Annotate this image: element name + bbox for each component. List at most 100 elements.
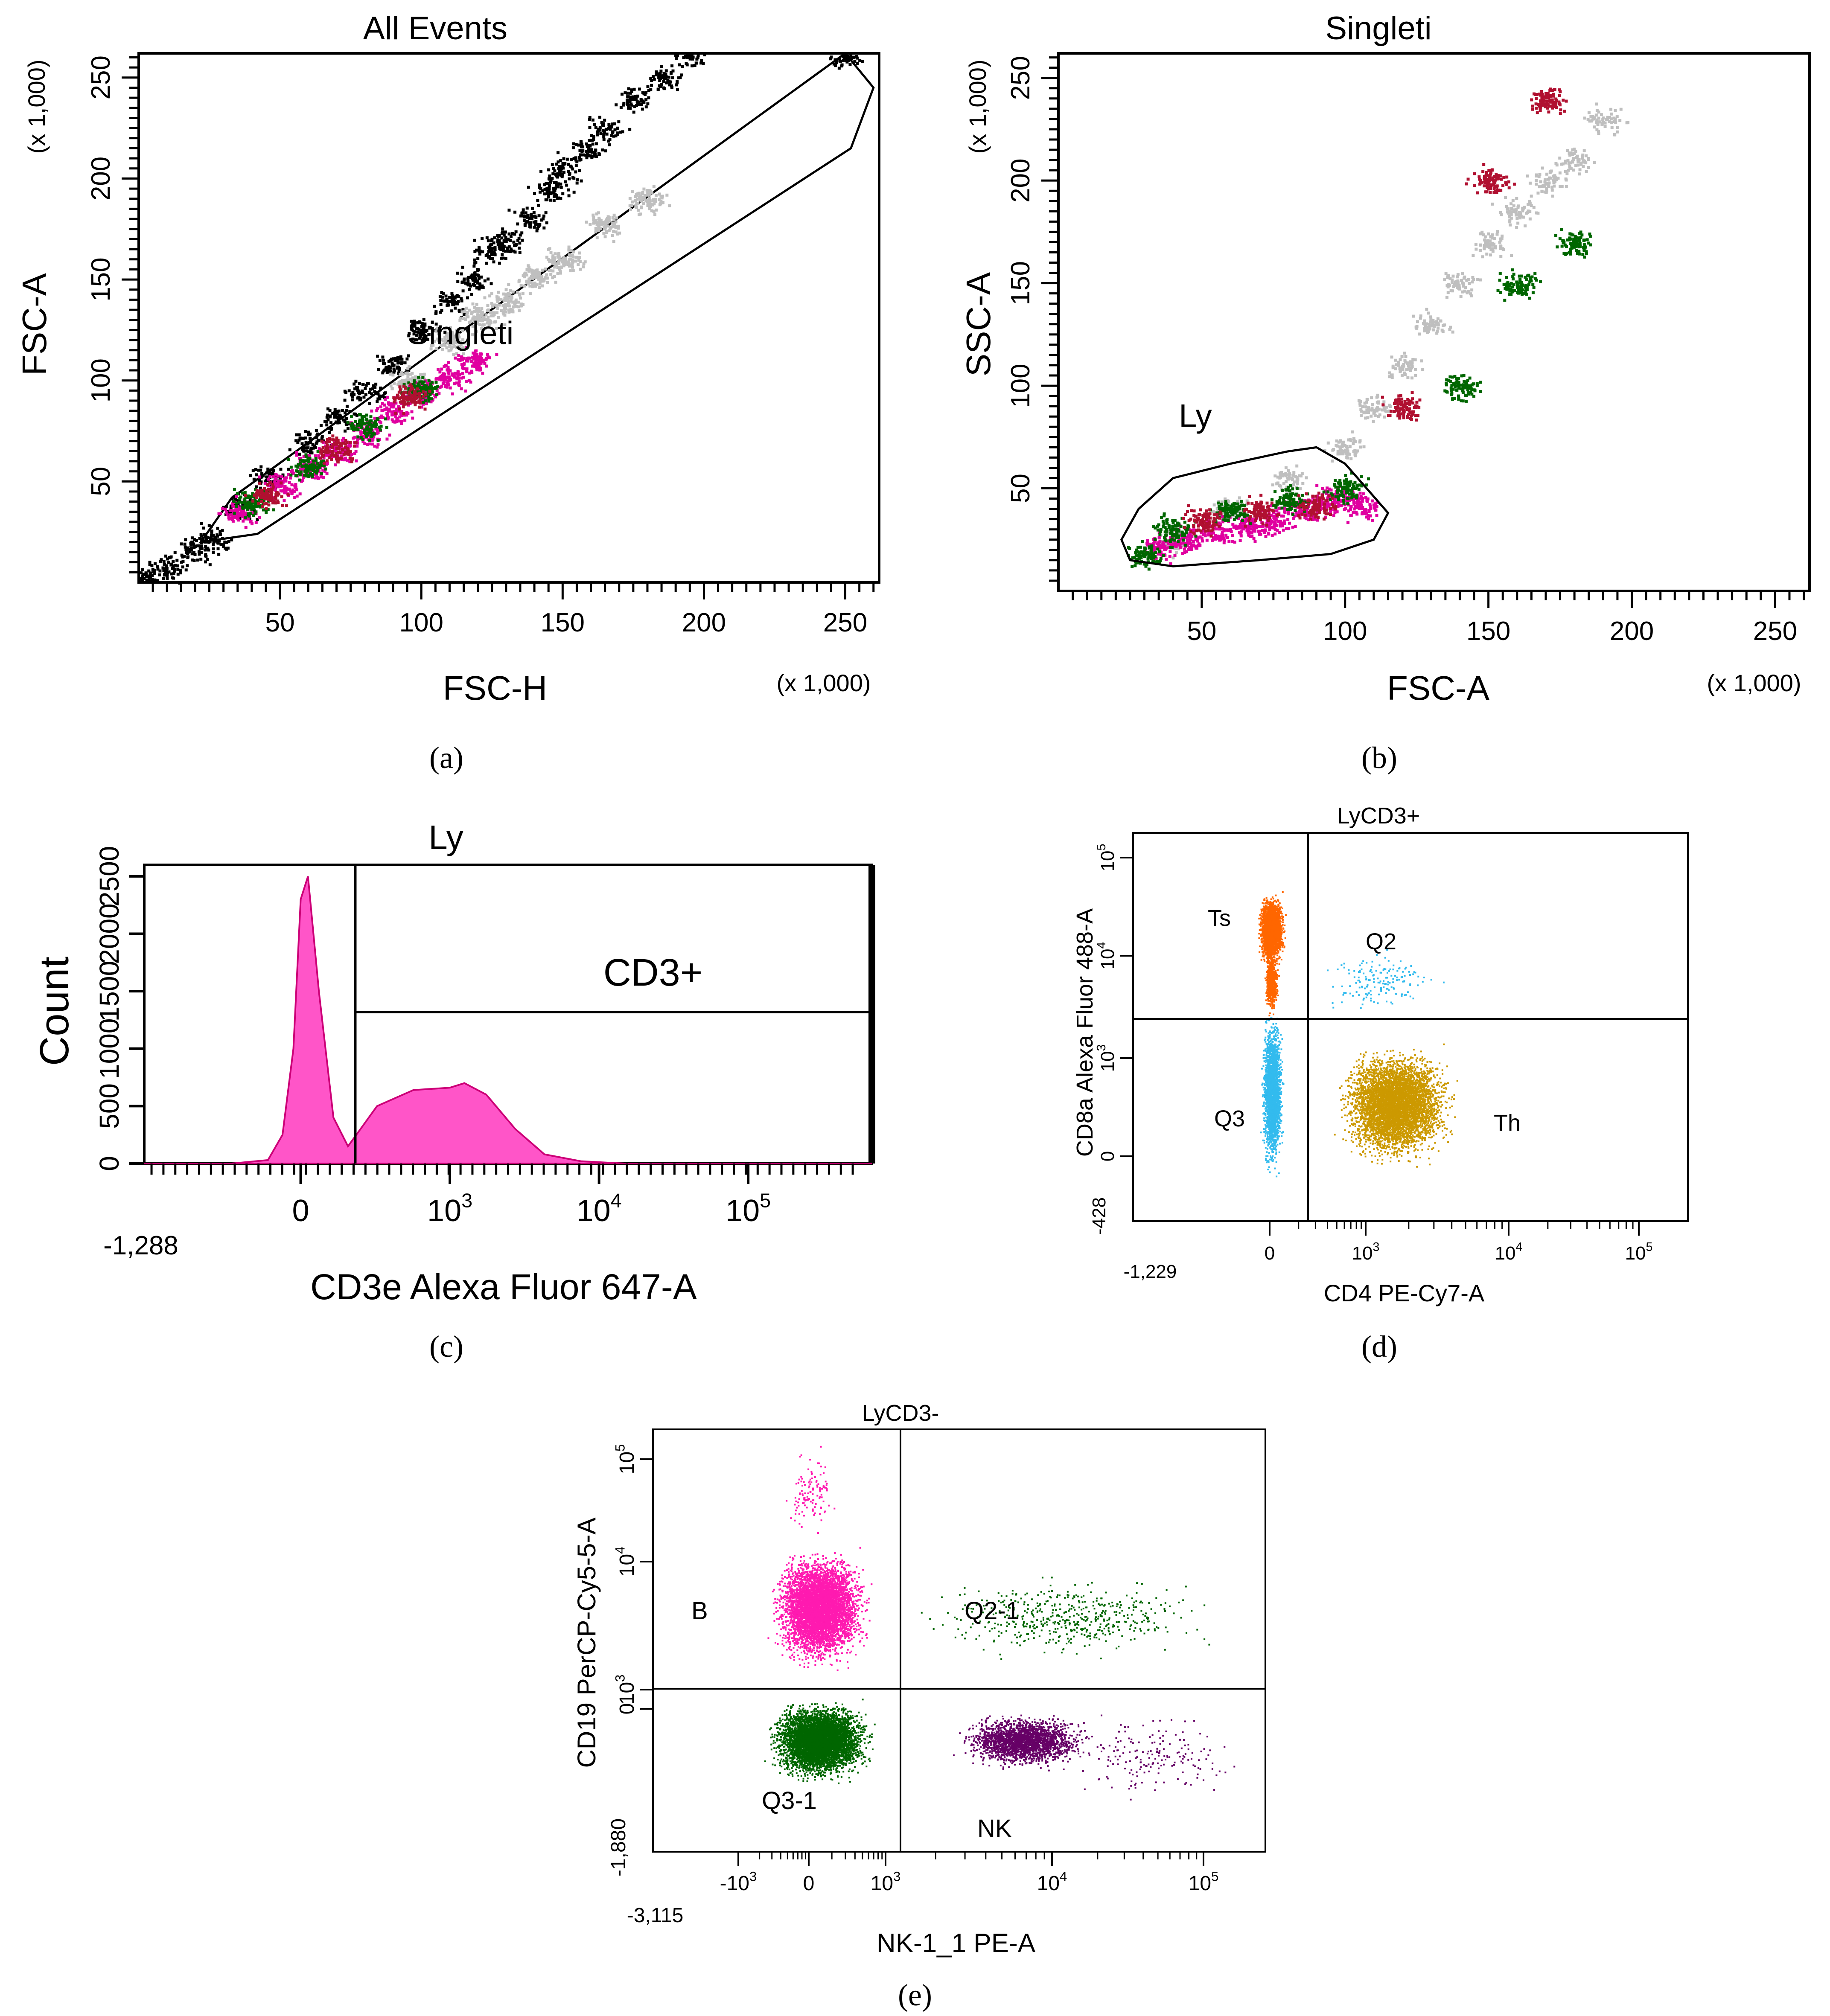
event-dot bbox=[356, 386, 359, 389]
event-dot bbox=[1566, 149, 1569, 152]
event-dot bbox=[602, 221, 605, 224]
event-dot bbox=[317, 477, 320, 480]
event-dot bbox=[212, 547, 215, 550]
event-dot bbox=[660, 65, 663, 68]
event-dot bbox=[526, 216, 529, 219]
event-dot bbox=[1292, 517, 1295, 520]
event-dot bbox=[329, 445, 332, 448]
event-dot bbox=[1281, 474, 1284, 477]
event-dot bbox=[336, 410, 339, 413]
event-dot bbox=[396, 394, 399, 397]
event-dot bbox=[318, 439, 321, 442]
event-dot bbox=[1236, 500, 1239, 503]
event-dot bbox=[1596, 122, 1599, 125]
event-dot bbox=[608, 125, 611, 128]
event-dot bbox=[568, 246, 571, 249]
event-dot bbox=[1364, 405, 1367, 408]
event-dot bbox=[544, 188, 547, 191]
event-dot bbox=[510, 249, 513, 252]
event-dot bbox=[1450, 289, 1453, 292]
event-dot bbox=[417, 376, 420, 379]
event-dot bbox=[642, 202, 645, 205]
event-dot bbox=[1504, 196, 1507, 199]
event-dot bbox=[696, 56, 699, 59]
event-dot bbox=[1230, 530, 1233, 533]
event-dot bbox=[668, 83, 671, 86]
event-dot bbox=[559, 271, 562, 274]
event-dot bbox=[1363, 445, 1366, 448]
event-dot bbox=[1401, 355, 1404, 358]
event-dot bbox=[346, 447, 349, 450]
event-dot bbox=[593, 123, 596, 126]
event-dot bbox=[294, 474, 297, 477]
event-dot bbox=[1291, 478, 1294, 481]
event-dot bbox=[359, 397, 362, 400]
event-dot bbox=[578, 256, 581, 259]
event-dot bbox=[638, 87, 641, 90]
event-dot bbox=[504, 303, 507, 306]
event-dot bbox=[330, 454, 333, 457]
event-dot bbox=[254, 468, 257, 471]
event-dot bbox=[554, 189, 557, 192]
event-dot bbox=[446, 304, 449, 307]
event-dot bbox=[647, 85, 650, 88]
event-dot bbox=[479, 356, 482, 359]
event-dot bbox=[561, 192, 564, 195]
x-tick-label: 200 bbox=[682, 608, 726, 637]
x-tick-label: 50 bbox=[265, 608, 295, 637]
event-dot bbox=[485, 365, 488, 368]
event-dot bbox=[495, 353, 498, 356]
event-dot bbox=[658, 198, 661, 201]
event-dot bbox=[163, 563, 166, 566]
event-dot bbox=[1588, 119, 1591, 122]
event-dot bbox=[339, 442, 342, 445]
event-dot bbox=[596, 223, 599, 226]
event-dot bbox=[203, 533, 206, 536]
event-dot bbox=[147, 579, 150, 582]
event-dot bbox=[257, 469, 260, 472]
event-dot bbox=[200, 545, 203, 548]
event-dot bbox=[161, 567, 164, 570]
event-dot bbox=[402, 394, 405, 397]
event-dot bbox=[662, 87, 665, 90]
event-dot bbox=[375, 409, 378, 412]
event-dot bbox=[1541, 190, 1544, 193]
event-dot bbox=[1165, 558, 1168, 561]
event-dot bbox=[585, 143, 588, 145]
event-dot bbox=[456, 280, 459, 283]
event-dot bbox=[1344, 451, 1347, 454]
event-dot bbox=[1239, 539, 1242, 542]
event-dot bbox=[462, 357, 465, 360]
event-dot bbox=[466, 296, 469, 299]
event-dot bbox=[167, 561, 170, 564]
event-dot bbox=[480, 362, 483, 365]
event-dot bbox=[370, 410, 373, 413]
event-dot bbox=[521, 239, 524, 242]
event-dot bbox=[181, 565, 184, 568]
event-dot bbox=[567, 189, 570, 192]
event-dot bbox=[1567, 169, 1570, 172]
event-dot bbox=[447, 366, 450, 369]
event-dot bbox=[361, 383, 364, 386]
event-dot bbox=[376, 355, 379, 358]
event-dot bbox=[458, 380, 461, 383]
event-dot bbox=[1410, 367, 1413, 369]
event-dot bbox=[695, 61, 698, 64]
event-dot bbox=[575, 256, 578, 259]
event-dot bbox=[346, 441, 349, 444]
event-dot bbox=[475, 303, 478, 306]
event-dot bbox=[660, 75, 663, 78]
event-dot bbox=[1411, 358, 1414, 361]
event-dot bbox=[574, 260, 577, 263]
event-dot bbox=[428, 390, 431, 393]
panel-a-x-multiplier: (x 1,000) bbox=[777, 669, 871, 696]
event-dot bbox=[393, 382, 396, 385]
event-dot bbox=[561, 175, 564, 178]
event-dot bbox=[1409, 369, 1412, 372]
event-dot bbox=[677, 76, 680, 79]
event-dot bbox=[559, 197, 562, 200]
event-dot bbox=[1224, 534, 1227, 537]
event-dot bbox=[1420, 359, 1423, 362]
event-dot bbox=[398, 385, 401, 388]
event-dot bbox=[490, 292, 493, 295]
